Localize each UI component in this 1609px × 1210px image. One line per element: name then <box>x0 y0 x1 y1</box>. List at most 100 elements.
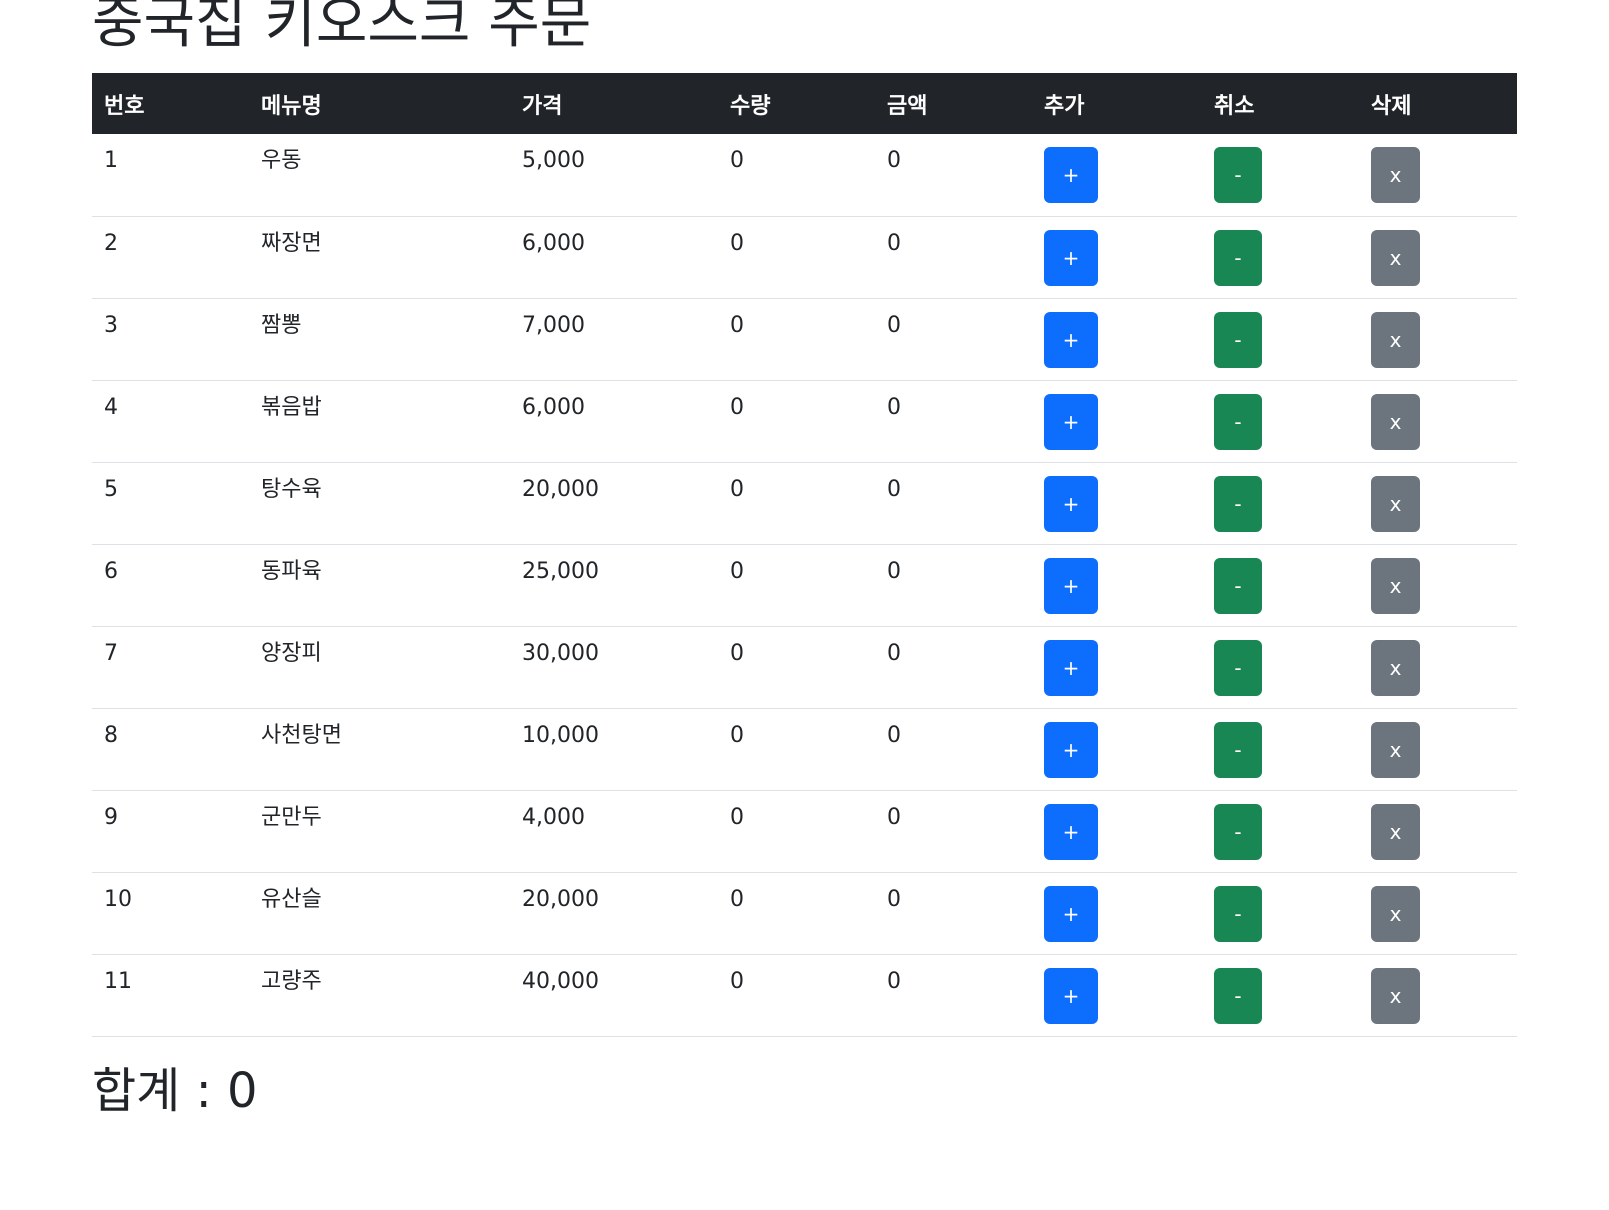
delete-button[interactable]: x <box>1371 885 1420 942</box>
delete-button[interactable]: x <box>1371 475 1420 532</box>
header-price: 가격 <box>522 93 563 119</box>
delete-button[interactable]: x <box>1371 967 1420 1024</box>
cell-cancel-button: - <box>1202 954 1359 1036</box>
cancel-button[interactable]: - <box>1214 885 1262 942</box>
header-no: 번호 <box>104 93 145 119</box>
cell-amount: 0 <box>887 722 901 748</box>
cell-amount: 0 <box>887 230 901 256</box>
cell-amount: 0 <box>887 476 901 502</box>
cell-cancel-button: - <box>1202 708 1359 790</box>
add-button[interactable]: + <box>1044 803 1098 860</box>
table-row: 6 동파육 25,000 0 0 + - x <box>92 544 1517 626</box>
cell-quantity: 0 <box>730 476 744 502</box>
cell-quantity: 0 <box>730 722 744 748</box>
cell-amount: 0 <box>887 394 901 420</box>
cell-no: 5 <box>104 476 118 502</box>
cell-add-button: + <box>1032 790 1202 872</box>
cancel-button[interactable]: - <box>1214 147 1262 203</box>
cell-cancel-button: - <box>1202 462 1359 544</box>
add-button[interactable]: + <box>1044 229 1098 286</box>
cancel-button[interactable]: - <box>1214 475 1262 532</box>
cancel-button[interactable]: - <box>1214 229 1262 286</box>
cancel-button[interactable]: - <box>1214 639 1262 696</box>
cell-menu-name: 유산슬 <box>261 886 322 912</box>
cell-add-button: + <box>1032 626 1202 708</box>
add-button[interactable]: + <box>1044 967 1098 1024</box>
cell-delete-button: x <box>1359 954 1517 1036</box>
table-row: 8 사천탕면 10,000 0 0 + - x <box>92 708 1517 790</box>
cell-delete-button: x <box>1359 544 1517 626</box>
cell-add-button: + <box>1032 380 1202 462</box>
header-cancel: 취소 <box>1214 93 1255 119</box>
add-button[interactable]: + <box>1044 639 1098 696</box>
delete-button[interactable]: x <box>1371 721 1420 778</box>
cell-no: 7 <box>104 640 118 666</box>
cell-amount: 0 <box>887 148 901 173</box>
cell-amount: 0 <box>887 558 901 584</box>
add-button[interactable]: + <box>1044 557 1098 614</box>
cell-no: 10 <box>104 886 132 912</box>
cell-delete-button: x <box>1359 872 1517 954</box>
cancel-button[interactable]: - <box>1214 393 1262 450</box>
delete-button[interactable]: x <box>1371 147 1420 203</box>
cell-cancel-button: - <box>1202 544 1359 626</box>
cell-menu-name: 우동 <box>261 148 302 173</box>
order-total: 합계 : 0 <box>92 1062 258 1119</box>
cell-add-button: + <box>1032 298 1202 380</box>
cell-menu-name: 사천탕면 <box>261 722 342 748</box>
cell-amount: 0 <box>887 640 901 666</box>
cell-add-button: + <box>1032 462 1202 544</box>
delete-button[interactable]: x <box>1371 639 1420 696</box>
cancel-button[interactable]: - <box>1214 967 1262 1024</box>
add-button[interactable]: + <box>1044 885 1098 942</box>
delete-button[interactable]: x <box>1371 557 1420 614</box>
cell-add-button: + <box>1032 872 1202 954</box>
cell-no: 11 <box>104 968 132 994</box>
cell-amount: 0 <box>887 968 901 994</box>
page-title: 중국집 키오스크 주문 <box>92 0 592 56</box>
delete-button[interactable]: x <box>1371 229 1420 286</box>
cell-add-button: + <box>1032 134 1202 216</box>
add-button[interactable]: + <box>1044 721 1098 778</box>
cell-price: 25,000 <box>522 558 599 584</box>
table-row: 10 유산슬 20,000 0 0 + - x <box>92 872 1517 954</box>
cell-cancel-button: - <box>1202 298 1359 380</box>
add-button[interactable]: + <box>1044 311 1098 368</box>
kiosk-container: 중국집 키오스크 주문 번호 메뉴명 가격 수량 금액 추가 취소 삭제 1 <box>92 0 1517 1119</box>
delete-button[interactable]: x <box>1371 803 1420 860</box>
cancel-button[interactable]: - <box>1214 311 1262 368</box>
cell-delete-button: x <box>1359 298 1517 380</box>
cell-cancel-button: - <box>1202 216 1359 298</box>
cancel-button[interactable]: - <box>1214 803 1262 860</box>
delete-button[interactable]: x <box>1371 311 1420 368</box>
cell-price: 30,000 <box>522 640 599 666</box>
cell-menu-name: 고량주 <box>261 968 322 994</box>
cell-price: 6,000 <box>522 394 585 420</box>
cell-amount: 0 <box>887 804 901 830</box>
cell-quantity: 0 <box>730 640 744 666</box>
add-button[interactable]: + <box>1044 475 1098 532</box>
cancel-button[interactable]: - <box>1214 721 1262 778</box>
table-row: 3 짬뽕 7,000 0 0 + - x <box>92 298 1517 380</box>
cell-delete-button: x <box>1359 708 1517 790</box>
cell-cancel-button: - <box>1202 872 1359 954</box>
add-button[interactable]: + <box>1044 393 1098 450</box>
table-row: 7 양장피 30,000 0 0 + - x <box>92 626 1517 708</box>
cell-price: 40,000 <box>522 968 599 994</box>
cell-delete-button: x <box>1359 626 1517 708</box>
cell-no: 9 <box>104 804 118 830</box>
header-menu: 메뉴명 <box>261 93 322 119</box>
cell-price: 5,000 <box>522 148 585 173</box>
table-row: 1 우동 5,000 0 0 + - x <box>92 134 1517 216</box>
cancel-button[interactable]: - <box>1214 557 1262 614</box>
cell-cancel-button: - <box>1202 626 1359 708</box>
cell-quantity: 0 <box>730 148 744 173</box>
cell-price: 7,000 <box>522 312 585 338</box>
add-button[interactable]: + <box>1044 147 1098 203</box>
cell-quantity: 0 <box>730 968 744 994</box>
cell-add-button: + <box>1032 708 1202 790</box>
cell-quantity: 0 <box>730 312 744 338</box>
header-add: 추가 <box>1044 93 1085 119</box>
cell-add-button: + <box>1032 216 1202 298</box>
delete-button[interactable]: x <box>1371 393 1420 450</box>
